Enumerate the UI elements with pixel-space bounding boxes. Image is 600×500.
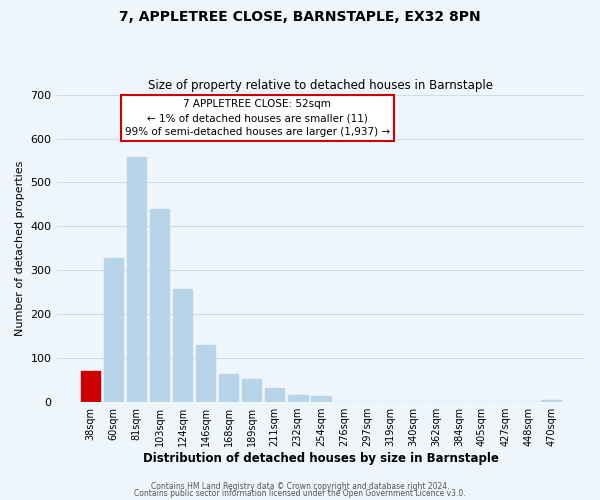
Bar — [104, 258, 123, 402]
Bar — [127, 158, 146, 402]
Bar — [288, 394, 308, 402]
Bar — [149, 209, 169, 402]
Bar — [242, 379, 262, 402]
Text: 7 APPLETREE CLOSE: 52sqm
← 1% of detached houses are smaller (11)
99% of semi-de: 7 APPLETREE CLOSE: 52sqm ← 1% of detache… — [125, 99, 390, 137]
Bar — [541, 400, 561, 402]
Text: Contains public sector information licensed under the Open Government Licence v3: Contains public sector information licen… — [134, 490, 466, 498]
Text: Contains HM Land Registry data © Crown copyright and database right 2024.: Contains HM Land Registry data © Crown c… — [151, 482, 449, 491]
Bar — [173, 290, 193, 402]
Text: 7, APPLETREE CLOSE, BARNSTAPLE, EX32 8PN: 7, APPLETREE CLOSE, BARNSTAPLE, EX32 8PN — [119, 10, 481, 24]
Bar — [265, 388, 284, 402]
X-axis label: Distribution of detached houses by size in Barnstaple: Distribution of detached houses by size … — [143, 452, 499, 465]
Y-axis label: Number of detached properties: Number of detached properties — [15, 160, 25, 336]
Title: Size of property relative to detached houses in Barnstaple: Size of property relative to detached ho… — [148, 79, 493, 92]
Bar — [196, 345, 215, 402]
Bar — [311, 396, 331, 402]
Bar — [219, 374, 238, 402]
Bar — [80, 370, 100, 402]
